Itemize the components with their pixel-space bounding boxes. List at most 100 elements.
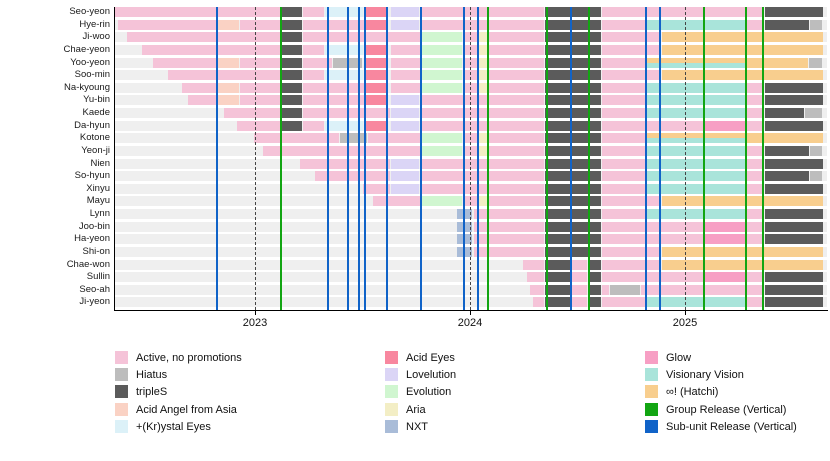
x-axis-tick-label: 2024: [457, 317, 483, 329]
timeline-bar-segment-evol: [422, 32, 462, 43]
timeline-bar-segment-active: [602, 7, 762, 17]
timeline-bar-segment-triples: [545, 120, 601, 131]
legend-swatch-hiatus: [115, 368, 128, 382]
timeline-bar-segment-active: [602, 259, 661, 270]
timeline-bar-segment-active: [422, 108, 544, 118]
timeline-bar-segment-active: [373, 196, 421, 207]
timeline-bar-segment-active: [254, 133, 339, 144]
timeline-bar-segment-triples: [282, 57, 302, 68]
timeline-bar-segment-evol: [422, 57, 462, 68]
member-name: Shi-on: [82, 245, 110, 257]
legend-item: tripleS: [115, 385, 375, 399]
row-background: [115, 284, 827, 295]
timeline-bar-segment-active: [602, 19, 645, 30]
timeline-bar-segment-triples: [545, 183, 601, 194]
timeline-bar-segment-active: [300, 158, 390, 169]
timeline-bar-segment-acideyes: [366, 7, 388, 17]
timeline-bar-segment-active: [391, 70, 421, 81]
legend-item: Visionary Vision: [645, 368, 830, 382]
timeline-bar-segment-active: [488, 196, 544, 207]
timeline-bar-segment-active: [602, 95, 645, 106]
timeline-bar-segment-aria: [478, 57, 487, 68]
timeline-bar-segment-triples: [765, 158, 823, 169]
legend-swatch-nxt: [385, 419, 398, 433]
timeline-bar-segment-love: [391, 95, 419, 106]
timeline-bar-segment-active: [746, 19, 762, 30]
timeline-bar-segment-active: [602, 145, 645, 156]
timeline-bar-segment-active: [602, 133, 645, 144]
timeline-bar-segment-glow: [705, 120, 745, 131]
sub-unit-release-line: [347, 7, 349, 310]
timeline-bar-segment-active: [746, 297, 762, 308]
timeline-bar-segment-active: [237, 120, 281, 131]
timeline-bar-segment-triples: [765, 221, 823, 232]
timeline-bar-segment-active: [127, 32, 281, 43]
timeline-bar-segment-active: [602, 234, 704, 245]
timeline-bar-segment-triples: [765, 7, 823, 17]
timeline-bar-segment-love: [391, 171, 419, 182]
legend-swatch-glow: [645, 351, 658, 364]
timeline-bar-segment-active: [488, 82, 544, 93]
timeline-bar-segment-triples: [282, 32, 302, 43]
legend-item: ∞! (Hatchi): [645, 385, 830, 399]
timeline-bar-segment-evol: [422, 44, 462, 55]
timeline-bar-segment-active: [571, 272, 587, 283]
timeline-bar-segment-evol: [422, 196, 462, 207]
timeline-bar-segment-active: [474, 221, 544, 232]
year-gridline: [685, 7, 686, 310]
timeline-bar-segment-active: [422, 158, 544, 169]
timeline-bar-segment-vv: [646, 82, 745, 93]
timeline-bar-segment-active: [602, 82, 645, 93]
x-axis-tick: [470, 310, 471, 315]
legend-swatch-love: [385, 368, 398, 382]
timeline-bar-segment-triples: [765, 272, 823, 283]
timeline-bar-segment-triples: [765, 183, 823, 194]
legend-label: Acid Eyes: [406, 352, 455, 364]
legend-swatch-hatchi: [645, 385, 658, 399]
member-name: Hye-rin: [79, 18, 110, 30]
timeline-bar-segment-active: [391, 82, 421, 93]
timeline-bar-segment-triples: [282, 95, 302, 106]
timeline-bar-segment-active: [315, 171, 390, 182]
row-background: [115, 297, 827, 308]
member-name: So-hyun: [74, 170, 110, 182]
timeline-bar-segment-active: [422, 120, 544, 131]
timeline-bar-segment-triples: [282, 120, 302, 131]
legend-swatch-kre: [115, 419, 128, 433]
timeline-bar-segment-triples: [765, 145, 809, 156]
timeline-bar-segment-love: [391, 183, 419, 194]
timeline-bar-segment-vv: [646, 145, 745, 156]
timeline-bar-segment-triples: [545, 171, 601, 182]
timeline-bar-segment-triples: [545, 57, 601, 68]
timeline-bar-segment-vv: [646, 19, 745, 30]
legend-swatch-sub: [645, 419, 658, 433]
timeline-bar-segment-vv: [646, 95, 745, 106]
member-name: Kaede: [82, 107, 110, 118]
group-release-line: [762, 7, 764, 310]
timeline-bar-segment-triples: [545, 221, 601, 232]
timeline-bar-segment-active: [746, 234, 762, 245]
timeline-bar-segment-active: [602, 171, 645, 182]
legend-label: NXT: [406, 420, 428, 433]
timeline-bar-segment-vv: [646, 138, 745, 144]
timeline-bar-segment-active: [303, 120, 324, 131]
member-name: Na-kyoung: [64, 81, 110, 93]
timeline-bar-segment-active: [368, 133, 421, 144]
timeline-bar-segment-triples: [765, 108, 804, 118]
sub-unit-release-line: [327, 7, 329, 310]
timeline-bar-segment-active: [488, 133, 544, 144]
y-axis-line: [114, 7, 115, 310]
timeline-bar-segment-active: [602, 158, 645, 169]
legend-label: Active, no promotions: [136, 352, 242, 364]
timeline-bar-segment-triples: [545, 44, 601, 55]
timeline-bar-segment-glow: [705, 234, 745, 245]
timeline-bar-segment-aria: [478, 145, 487, 156]
timeline-bar-segment-hiatus: [810, 19, 822, 30]
timeline-bar-segment-acideyes: [366, 70, 388, 81]
legend-swatch-vv: [645, 368, 658, 382]
timeline-bar-segment-vv: [646, 209, 745, 219]
timeline-bar-segment-hiatus: [810, 171, 822, 182]
legend-item: Active, no promotions: [115, 351, 375, 365]
timeline-bar-segment-active: [263, 145, 421, 156]
